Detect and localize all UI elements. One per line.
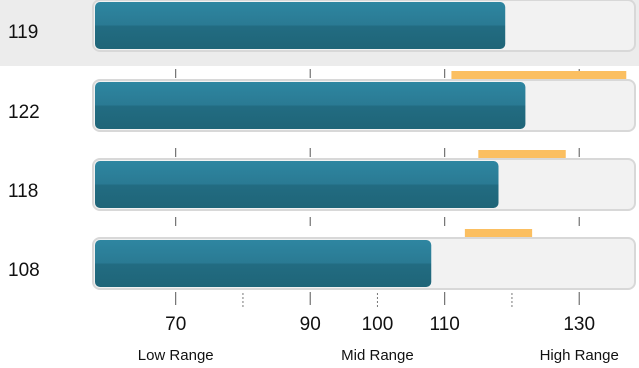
row-label: 118	[8, 181, 38, 202]
x-tick-label: 110	[430, 314, 460, 335]
bullet-row: 122	[8, 71, 636, 132]
target-range-bar	[478, 150, 566, 158]
row-label: 108	[8, 260, 40, 281]
range-label: Low Range	[138, 347, 214, 364]
range-label: High Range	[540, 347, 619, 364]
value-bar	[95, 2, 506, 49]
bullet-row: 119	[8, 0, 636, 52]
range-label: Mid Range	[341, 347, 414, 364]
target-range-bar	[464, 229, 533, 237]
target-range-bar	[451, 71, 627, 79]
bullet-row: 118	[8, 150, 636, 211]
bullet-row: 108	[8, 229, 636, 290]
row-label: 119	[8, 22, 38, 43]
value-bar	[95, 240, 432, 287]
x-tick-label: 100	[362, 314, 394, 335]
row-label: 122	[8, 102, 40, 123]
value-bar	[95, 82, 526, 129]
x-tick-label: 90	[300, 314, 321, 335]
x-tick-label: 130	[563, 314, 595, 335]
value-bar	[95, 161, 499, 208]
x-tick-label: 70	[165, 314, 186, 335]
